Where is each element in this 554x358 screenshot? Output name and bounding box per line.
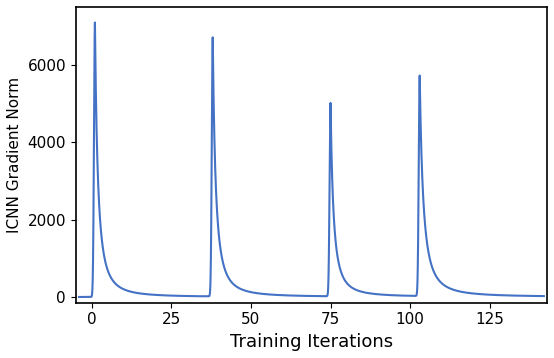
X-axis label: Training Iterations: Training Iterations [230, 333, 393, 351]
Y-axis label: ICNN Gradient Norm: ICNN Gradient Norm [7, 77, 22, 233]
